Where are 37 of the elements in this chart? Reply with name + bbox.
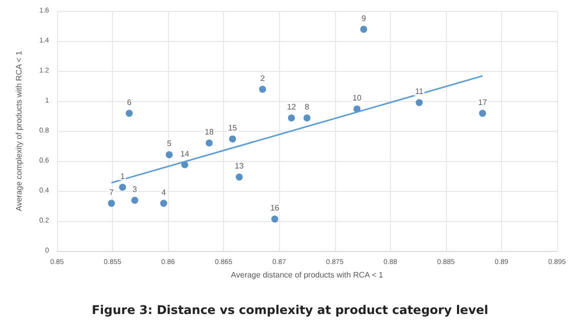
- annotation: 2: [260, 74, 266, 83]
- point: [304, 114, 310, 122]
- annotation: 6: [126, 98, 132, 107]
- point: [236, 174, 243, 181]
- point: [271, 216, 278, 223]
- point: [166, 151, 173, 158]
- point: [131, 196, 138, 204]
- point: [479, 110, 486, 117]
- annotation: 8: [304, 102, 310, 112]
- x-axis-title: Average distance of products with RCA < 1: [230, 270, 384, 280]
- annotation: 12: [286, 102, 296, 112]
- annotation: 1: [120, 172, 126, 181]
- point: [288, 114, 295, 122]
- annotation: 14: [180, 149, 190, 158]
- annotation: 3: [132, 184, 138, 194]
- point: [259, 86, 266, 93]
- annotation: 10: [352, 93, 362, 102]
- annotation: 5: [166, 139, 172, 148]
- point: [416, 99, 423, 106]
- annotation: 11: [415, 87, 424, 96]
- annotation: 18: [204, 128, 214, 136]
- annotation: 7: [109, 188, 114, 197]
- text: Figure 3: Distance vs complexity at product category level: [92, 303, 488, 317]
- point: [119, 184, 126, 191]
- annotation: 16: [270, 204, 280, 213]
- point: [126, 110, 133, 117]
- point: [160, 200, 168, 207]
- point: [360, 26, 368, 33]
- annotation: 9: [361, 14, 366, 23]
- annotation: 13: [234, 162, 244, 171]
- y-axis-title: Average complexity of products with RCA < 1: [14, 50, 24, 212]
- point: [229, 135, 236, 142]
- annotation: 15: [228, 123, 238, 132]
- annotation: 17: [478, 98, 488, 107]
- point: [206, 140, 213, 146]
- annotation: 4: [161, 188, 166, 197]
- point: [108, 200, 115, 207]
